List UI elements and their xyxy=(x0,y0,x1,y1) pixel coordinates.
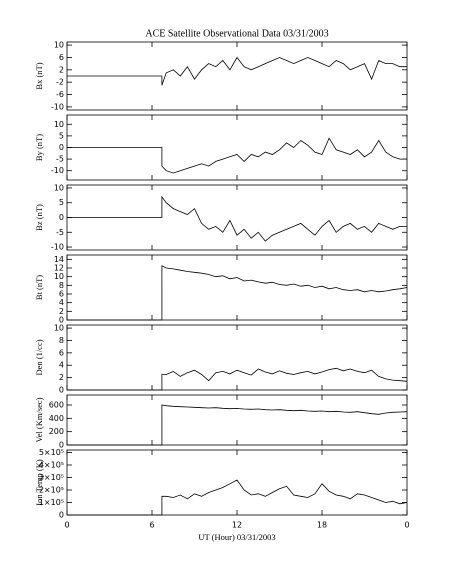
data-line xyxy=(67,367,408,391)
data-line xyxy=(67,137,407,174)
y-tick-label: 10 xyxy=(54,272,64,281)
y-axis-label: By (nT) xyxy=(34,134,44,161)
data-line xyxy=(67,479,408,516)
y-tick-label: 8 xyxy=(59,281,64,290)
y-tick-label: 0 xyxy=(59,441,64,450)
panel-frame xyxy=(66,324,408,391)
data-line xyxy=(67,56,407,86)
x-axis-label: UT (Hour) 03/31/2003 xyxy=(198,532,275,542)
y-tick-label: -5 xyxy=(56,155,64,164)
y-tick-label: 4×10⁵ xyxy=(39,461,64,470)
y-tick-label: 0 xyxy=(59,143,64,152)
y-tick-label: -2 xyxy=(56,78,64,87)
y-tick-label: 12 xyxy=(54,264,64,273)
y-tick-label: 2 xyxy=(59,65,64,74)
chart-title: ACE Satellite Observational Data 03/31/2… xyxy=(145,28,328,39)
y-tick-label: 8 xyxy=(59,336,64,345)
y-tick-label: -10 xyxy=(51,166,64,175)
y-tick-label: 0 xyxy=(59,511,64,520)
y-tick-label: 0 xyxy=(59,386,64,395)
data-line xyxy=(67,265,408,321)
y-tick-label: 4 xyxy=(59,361,64,370)
y-tick-label: 5×10⁵ xyxy=(39,448,64,457)
y-axis-label: Bz (nT) xyxy=(34,204,44,231)
y-tick-label: 10 xyxy=(54,183,64,192)
y-tick-label: -5 xyxy=(56,228,64,237)
y-axis-label: Vel (Km/sec) xyxy=(34,397,44,442)
y-tick-label: 14 xyxy=(54,255,64,264)
data-line xyxy=(67,195,407,242)
y-tick-label: 600 xyxy=(49,401,64,410)
y-tick-label: 5 xyxy=(59,131,64,140)
y-tick-label: 10 xyxy=(54,324,64,333)
x-tick-label: 12 xyxy=(232,521,242,530)
y-tick-label: 2 xyxy=(59,373,64,382)
y-tick-label: 5 xyxy=(59,198,64,207)
y-tick-label: -10 xyxy=(51,243,64,252)
y-tick-label: 10 xyxy=(54,41,64,50)
y-axis-label: Ion Temp (K) xyxy=(34,459,44,506)
y-tick-label: 0 xyxy=(59,213,64,222)
panel-frame xyxy=(66,254,408,321)
y-tick-label: 400 xyxy=(49,414,64,423)
y-axis-label: Bt (nT) xyxy=(34,275,44,300)
y-tick-label: 6 xyxy=(59,53,64,62)
y-tick-label: 6 xyxy=(59,290,64,299)
data-line xyxy=(67,404,408,446)
x-tick-label: 0 xyxy=(64,521,69,530)
y-tick-label: 10 xyxy=(54,120,64,129)
x-tick-label: 18 xyxy=(317,521,327,530)
y-tick-label: -10 xyxy=(51,102,64,111)
y-tick-label: 3×10⁵ xyxy=(39,473,64,482)
y-axis-label: Bx (nT) xyxy=(34,62,44,89)
y-tick-label: 0 xyxy=(59,316,64,325)
y-tick-label: -6 xyxy=(56,90,64,99)
panel-frame xyxy=(66,394,408,446)
y-tick-label: 1×10⁵ xyxy=(39,498,64,507)
y-axis-label: Den (1/cc) xyxy=(34,339,44,375)
x-tick-label: 6 xyxy=(149,521,154,530)
panel-frame xyxy=(66,449,408,516)
y-tick-label: 2×10⁵ xyxy=(39,486,64,495)
y-tick-label: 2 xyxy=(59,307,64,316)
y-tick-label: 4 xyxy=(59,298,64,307)
y-tick-label: 200 xyxy=(49,427,64,436)
y-tick-label: 6 xyxy=(59,348,64,357)
x-tick-label: 0 xyxy=(404,521,409,530)
